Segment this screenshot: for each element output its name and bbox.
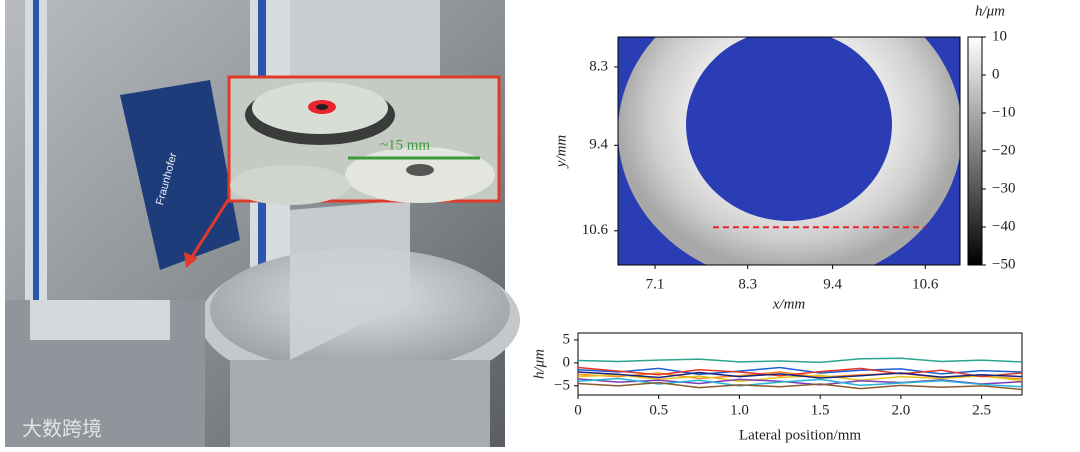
x-axis-label: Lateral position/mm xyxy=(739,427,861,443)
x-tick-label: 9.4 xyxy=(823,276,842,292)
y-axis-label: h/μm xyxy=(531,349,547,379)
photo-annotation: ~15 mm xyxy=(380,137,431,153)
series-line xyxy=(578,378,1022,386)
colorbar-tick-label: −30 xyxy=(992,180,1015,196)
colorbar xyxy=(967,36,983,266)
y-tick-label: 8.3 xyxy=(589,58,608,74)
x-tick-label: 2.5 xyxy=(972,402,991,418)
y-tick-label: 0 xyxy=(563,354,571,370)
colorbar-tick-label: −40 xyxy=(992,218,1015,234)
colorbar-tick-label: −50 xyxy=(992,256,1015,272)
y-axis-label: y/mm xyxy=(553,135,569,170)
colorbar-tick-label: 10 xyxy=(992,28,1007,44)
series-line xyxy=(578,366,1022,378)
x-tick-label: 7.1 xyxy=(646,276,665,292)
heatmap-frame xyxy=(617,36,961,266)
line-plot-frame xyxy=(577,332,1023,396)
heatmap-image xyxy=(618,37,960,265)
x-axis-label: x/mm xyxy=(772,296,806,312)
y-tick-label: 9.4 xyxy=(589,137,608,153)
photo: ~15 mm Fraunhofer 大数跨境 xyxy=(5,0,520,447)
x-tick-label: 0.5 xyxy=(649,402,668,418)
colorbar-label: h/μm xyxy=(975,3,1005,19)
colorbar-tick-label: −20 xyxy=(992,142,1015,158)
x-tick-label: 1.5 xyxy=(811,402,830,418)
series-line xyxy=(578,371,1022,379)
x-tick-label: 8.3 xyxy=(738,276,757,292)
series-line xyxy=(578,366,1022,376)
y-tick-label: 10.6 xyxy=(582,222,609,238)
series-group xyxy=(578,357,1022,391)
series-line xyxy=(578,357,1022,364)
x-tick-label: 10.6 xyxy=(912,276,939,292)
y-tick-label: −5 xyxy=(554,377,570,393)
watermark: 大数跨境 xyxy=(22,417,102,440)
x-tick-label: 2.0 xyxy=(892,402,911,418)
colorbar-tick-label: −10 xyxy=(992,104,1015,120)
colorbar-tick-label: 0 xyxy=(992,66,1000,82)
y-tick-label: 5 xyxy=(563,331,571,347)
x-tick-label: 1.0 xyxy=(730,402,749,418)
x-tick-label: 0 xyxy=(574,402,582,418)
series-line xyxy=(578,381,1022,391)
